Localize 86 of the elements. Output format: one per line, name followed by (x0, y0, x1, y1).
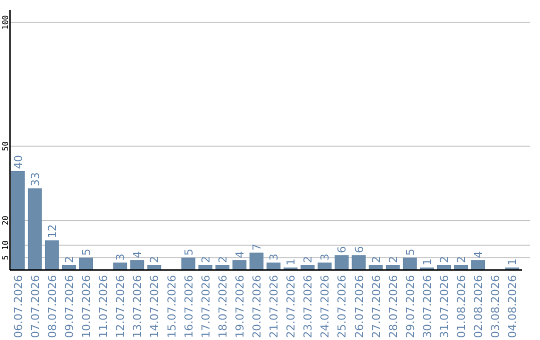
data-label: 4 (131, 251, 144, 258)
data-label: 3 (268, 254, 281, 261)
x-tick-label: 03.08.2026 (489, 275, 502, 338)
x-tick-label: 28.07.2026 (386, 275, 400, 338)
x-tick-label: 19.07.2026 (233, 275, 246, 338)
bar (28, 188, 42, 270)
data-label: 33 (28, 172, 42, 186)
data-label: 1 (284, 258, 298, 266)
data-label: 1 (506, 258, 520, 266)
data-label: 2 (386, 256, 400, 264)
data-label: 1 (420, 258, 434, 266)
data-label: 3 (114, 254, 128, 261)
data-label: 12 (46, 224, 59, 238)
y-tick-label: 5 (1, 255, 10, 260)
y-tick-label: 10 (1, 240, 10, 250)
data-label: 4 (233, 251, 246, 258)
bar (471, 260, 486, 270)
bar (386, 265, 400, 270)
x-tick-label: 30.07.2026 (420, 275, 434, 338)
bar (266, 262, 281, 270)
x-tick-label: 07.07.2026 (28, 275, 42, 338)
bar (62, 265, 76, 270)
data-label: 5 (80, 248, 94, 256)
bar (402, 258, 417, 270)
x-tick-label: 01.08.2026 (455, 275, 468, 338)
x-tick-label: 22.07.2026 (284, 275, 298, 338)
x-tick-label: 17.07.2026 (199, 275, 212, 338)
x-tick-label: 09.07.2026 (62, 275, 76, 338)
bar (198, 265, 212, 270)
bar (113, 262, 128, 270)
y-tick-label: 50 (1, 141, 10, 152)
bar (334, 255, 349, 270)
data-label: 6 (352, 246, 366, 254)
x-tick-label: 29.07.2026 (404, 275, 417, 338)
data-label: 4 (472, 251, 486, 258)
bar (215, 265, 230, 270)
bar (130, 260, 144, 270)
bar (232, 260, 246, 270)
bar (44, 240, 59, 270)
x-tick-label: 02.08.2026 (472, 275, 486, 338)
x-tick-label: 10.07.2026 (80, 275, 94, 338)
bar (436, 265, 451, 270)
data-label: 2 (370, 256, 383, 264)
x-tick-label: 13.07.2026 (131, 275, 144, 338)
y-tick-label: 100 (1, 14, 10, 30)
bar (79, 258, 94, 270)
x-tick-label: 16.07.2026 (182, 275, 196, 338)
data-label: 2 (455, 256, 468, 264)
bar (147, 265, 162, 270)
x-tick-label: 04.08.2026 (506, 275, 520, 338)
bar (300, 265, 315, 270)
bar (249, 252, 264, 270)
data-label: 7 (250, 244, 264, 251)
x-tick-label: 12.07.2026 (114, 275, 128, 338)
data-label: 2 (438, 256, 451, 264)
x-tick-label: 25.07.2026 (336, 275, 349, 338)
x-tick-label: 20.07.2026 (250, 275, 264, 338)
x-tick-label: 21.07.2026 (268, 275, 281, 338)
x-tick-label: 08.07.2026 (46, 275, 59, 338)
x-tick-label: 18.07.2026 (216, 275, 230, 338)
x-tick-label: 24.07.2026 (318, 275, 332, 338)
data-label: 2 (216, 256, 230, 264)
bar (368, 265, 383, 270)
data-label: 5 (404, 248, 417, 256)
data-label: 2 (302, 256, 315, 264)
data-label: 5 (182, 248, 196, 256)
x-tick-label: 11.07.2026 (97, 275, 110, 338)
x-tick-label: 27.07.2026 (370, 275, 383, 338)
x-tick-label: 15.07.2026 (165, 275, 178, 338)
x-tick-label: 06.07.2026 (12, 275, 25, 338)
bar (181, 258, 196, 270)
data-label: 2 (148, 256, 162, 264)
data-label: 2 (62, 256, 76, 264)
data-label: 3 (318, 254, 332, 261)
x-tick-label: 23.07.2026 (302, 275, 315, 338)
x-tick-label: 31.07.2026 (438, 275, 451, 338)
x-tick-label: 14.07.2026 (148, 275, 162, 338)
bar (454, 265, 468, 270)
y-tick-label: 20 (1, 215, 10, 226)
bar (352, 255, 366, 270)
data-label: 40 (12, 154, 25, 169)
bar (10, 170, 25, 270)
data-label: 2 (199, 256, 212, 264)
bar (318, 262, 332, 270)
data-label: 6 (336, 246, 349, 254)
x-tick-label: 26.07.2026 (352, 275, 366, 338)
